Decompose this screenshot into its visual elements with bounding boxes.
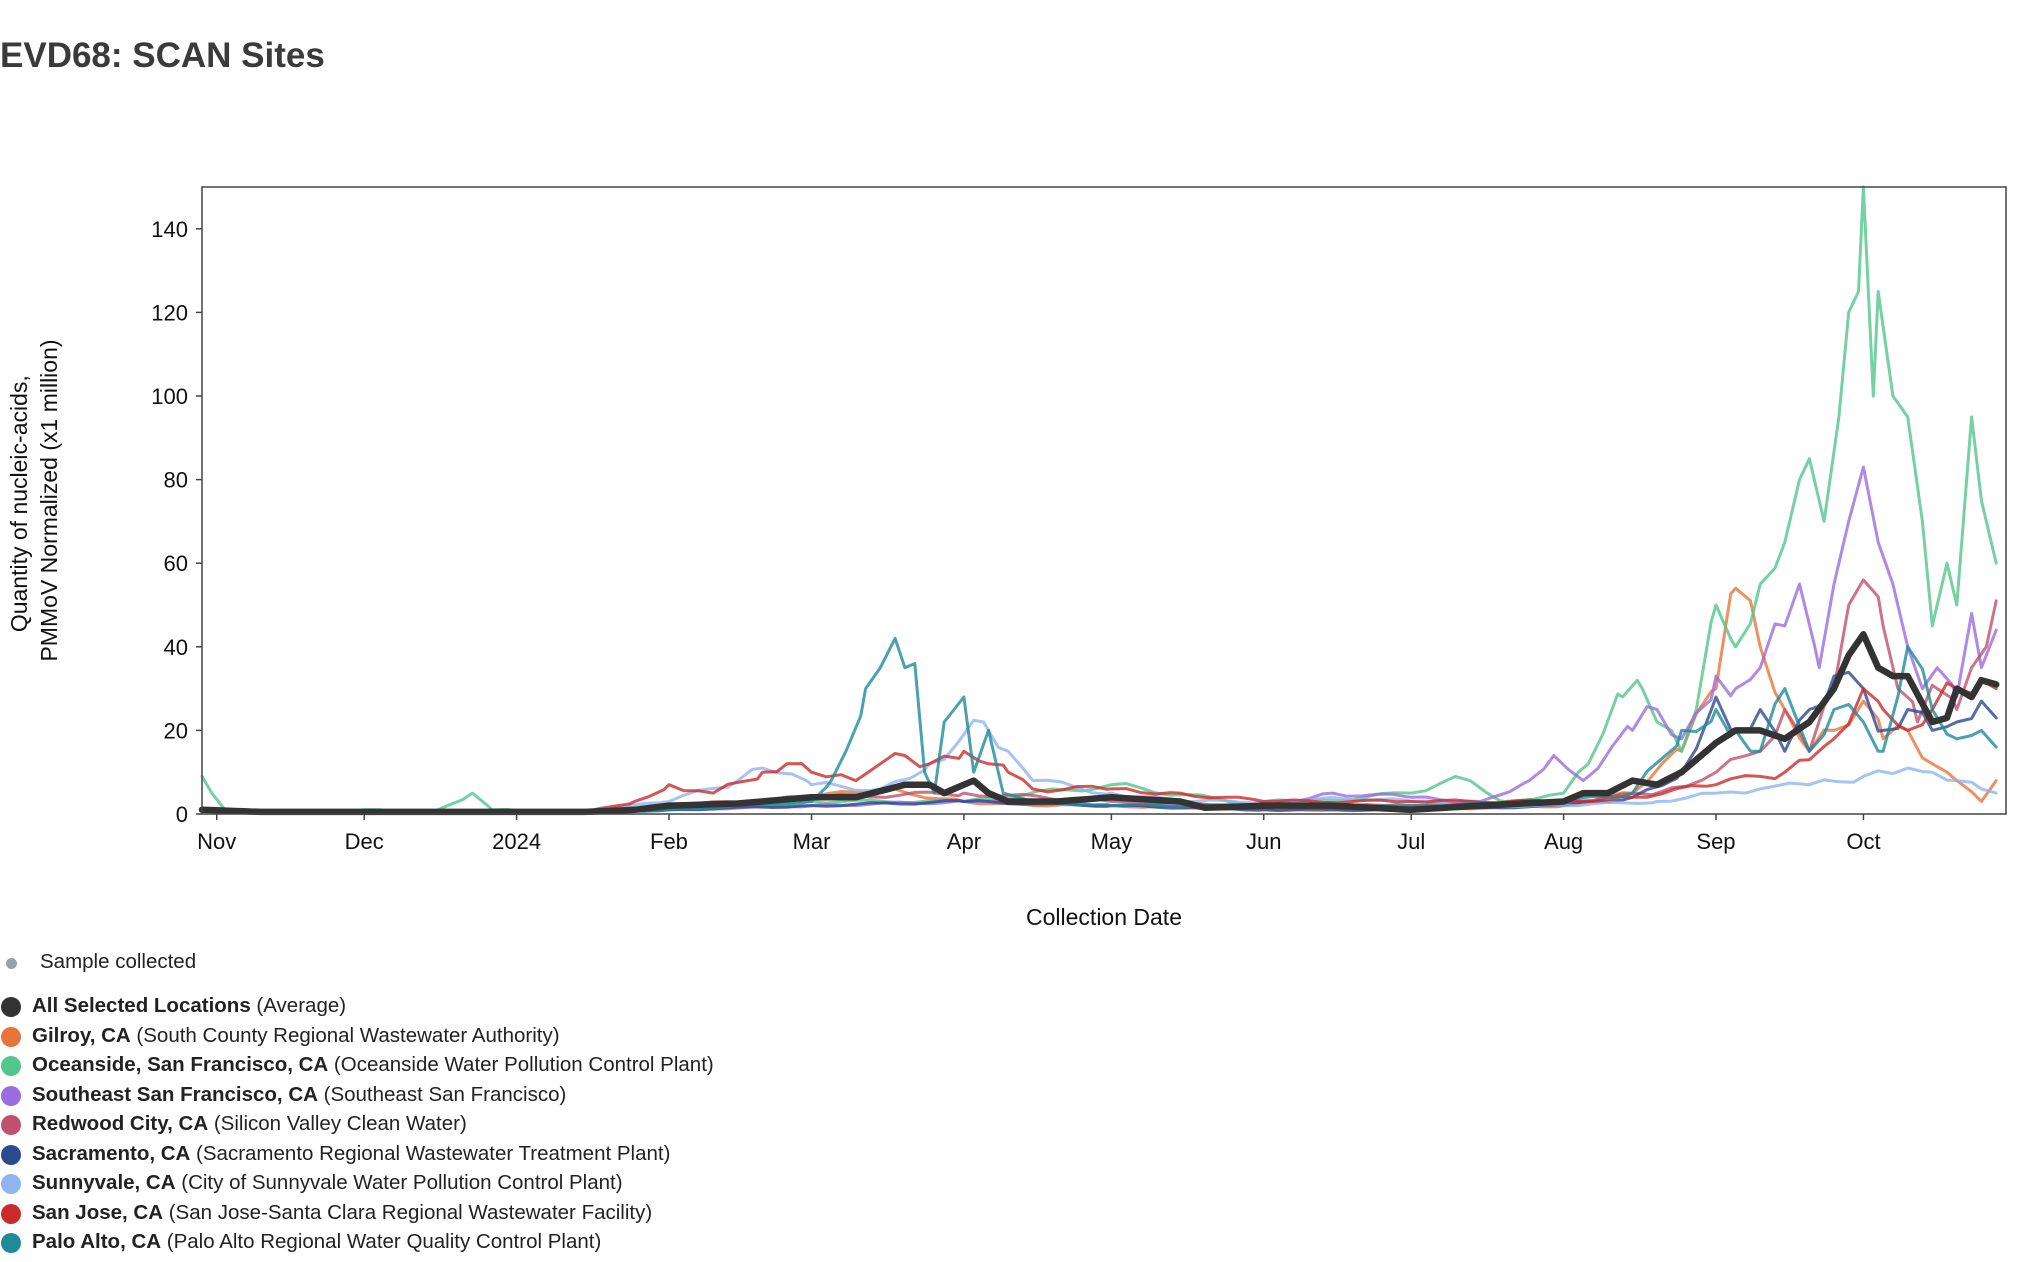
legend-label: Sacramento, CA (Sacramento Regional Wast…: [32, 1142, 670, 1166]
page-title: EVD68: SCAN Sites: [0, 36, 325, 75]
y-tick-label: 0: [176, 802, 188, 827]
x-tick-label: Sep: [1696, 829, 1735, 854]
legend-site-detail: (San Jose-Santa Clara Regional Wastewate…: [163, 1200, 653, 1224]
legend-swatch: [1, 1056, 21, 1076]
y-tick-label: 20: [164, 718, 188, 743]
legend-site-name: Sacramento, CA: [32, 1141, 191, 1165]
x-tick-label: Mar: [793, 829, 831, 854]
legend-site-name: Gilroy, CA: [32, 1023, 131, 1047]
legend-label: San Jose, CA (San Jose-Santa Clara Regio…: [32, 1201, 652, 1225]
legend-swatch: [1, 1233, 21, 1253]
x-tick-label: Feb: [650, 829, 688, 854]
y-axis-title: Quantity of nucleic-acids, PMMoV Normali…: [6, 339, 62, 661]
legend-site-detail: (Oceanside Water Pollution Control Plant…: [328, 1053, 714, 1076]
x-tick-label: Oct: [1846, 829, 1880, 854]
x-tick-label: Jun: [1246, 829, 1281, 854]
y-axis-title-line-2: PMMoV Normalized (x1 million): [36, 339, 62, 661]
legend-swatch: [1, 1115, 21, 1135]
x-tick-label: Dec: [345, 829, 384, 854]
legend-swatch: [1, 1144, 21, 1165]
legend-swatch: [1, 1085, 21, 1106]
legend-swatch: [1, 1203, 21, 1224]
legend-label: Sunnyvale, CA (City of Sunnyvale Water P…: [32, 1171, 623, 1195]
x-tick-label: Aug: [1544, 829, 1583, 854]
legend-label: Sample collected: [40, 950, 197, 973]
legend-label: All Selected Locations (Average): [32, 994, 346, 1018]
line-chart: 0 20 40 60 80 100 120 140 Nov Dec 2024 Feb Mar Apr May…: [6, 185, 2007, 930]
legend-site-detail: (South County Regional Wastewater Author…: [130, 1023, 560, 1047]
legend-site-name: San Jose, CA: [32, 1200, 164, 1224]
legend-site-name: Sunnyvale, CA: [32, 1171, 176, 1194]
legend-label: Southeast San Francisco, CA (Southeast S…: [32, 1083, 566, 1107]
legend-site-name: Oceanside, San Francisco, CA: [32, 1053, 329, 1076]
legend-site-detail: (Palo Alto Regional Water Quality Contro…: [161, 1230, 602, 1253]
legend-label: Gilroy, CA (South County Regional Wastew…: [32, 1024, 560, 1048]
x-tick-label: Nov: [197, 829, 236, 854]
legend-swatch: [1, 997, 21, 1017]
legend-swatch: [5, 957, 17, 969]
series-layer: [198, 185, 2000, 816]
legend-site-name: Redwood City, CA: [32, 1112, 209, 1135]
legend-swatch: [1, 1026, 21, 1047]
y-tick-label: 40: [164, 635, 188, 660]
y-tick-label: 120: [151, 300, 188, 325]
x-tick-label: 2024: [492, 829, 541, 854]
legend-label: Redwood City, CA (Silicon Valley Clean W…: [32, 1112, 467, 1136]
y-axis-title-line-1: Quantity of nucleic-acids,: [6, 375, 32, 632]
legend-site-name: Southeast San Francisco, CA: [32, 1082, 318, 1106]
series-line: [198, 631, 2000, 816]
legend-label: Palo Alto, CA (Palo Alto Regional Water …: [32, 1230, 601, 1254]
y-tick-label: 80: [164, 468, 188, 493]
x-tick-label: Jul: [1397, 829, 1425, 854]
y-tick-label: 100: [151, 384, 188, 409]
legend-site-detail: (Sacramento Regional Wastewater Treatmen…: [190, 1141, 671, 1165]
x-axis-title: Collection Date: [1026, 904, 1182, 930]
legend-site-name: All Selected Locations: [32, 994, 251, 1017]
legend-label: Oceanside, San Francisco, CA (Oceanside …: [32, 1053, 714, 1077]
x-tick-label: May: [1091, 829, 1133, 854]
y-tick-label: 140: [151, 217, 188, 242]
legend-site-detail: (Silicon Valley Clean Water): [208, 1112, 467, 1135]
legend-site-detail: (Average): [250, 994, 347, 1017]
legend-site-name: Palo Alto, CA: [32, 1230, 162, 1253]
legend-swatch: [1, 1174, 21, 1194]
y-tick-label: 60: [164, 551, 188, 576]
legend-site-detail: (Southeast San Francisco): [317, 1082, 567, 1106]
x-tick-label: Apr: [947, 829, 981, 854]
plot-frame: [201, 186, 2007, 815]
legend-site-detail: (City of Sunnyvale Water Pollution Contr…: [175, 1171, 623, 1194]
axis-layer: 0 20 40 60 80 100 120 140 Nov Dec 2024 Feb Mar Apr May…: [151, 217, 1880, 854]
